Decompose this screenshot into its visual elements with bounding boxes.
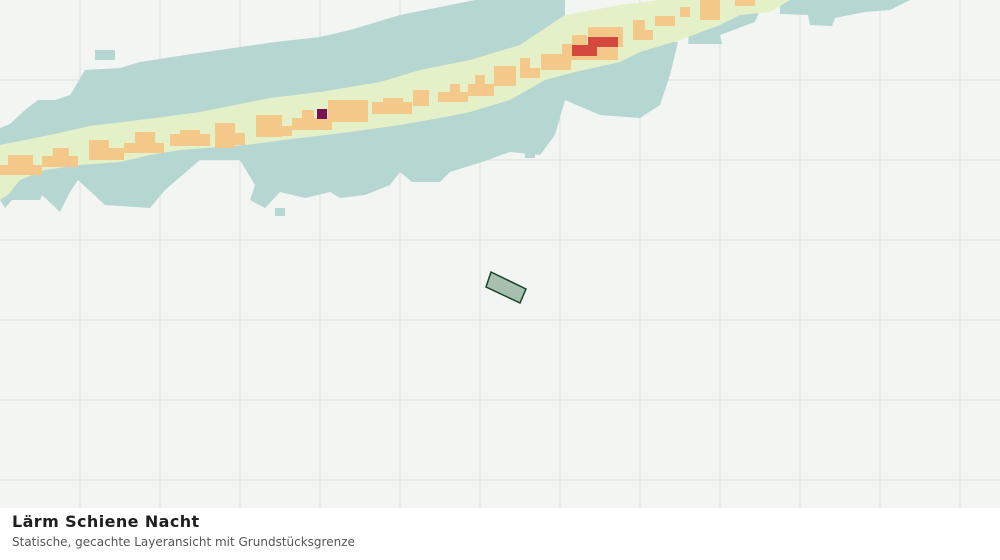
- caption: Lärm Schiene Nacht Statische, gecachte L…: [12, 512, 355, 549]
- noise-very-high: [572, 37, 618, 56]
- noise-extreme: [317, 109, 327, 119]
- parcel-boundary: [485, 270, 527, 305]
- caption-title: Lärm Schiene Nacht: [12, 512, 200, 531]
- map: [0, 0, 1000, 508]
- caption-subtitle: Statische, gecachte Layeransicht mit Gru…: [12, 535, 355, 549]
